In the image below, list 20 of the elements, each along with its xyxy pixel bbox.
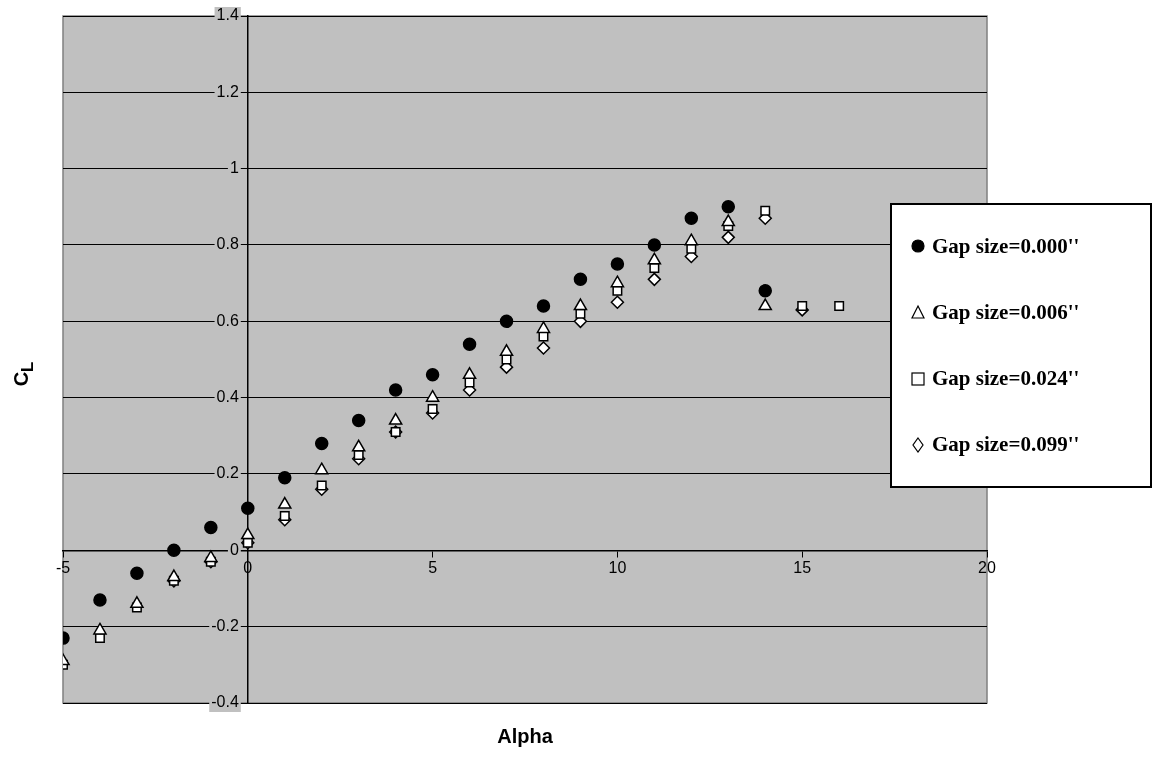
- x-tick-label: 10: [608, 559, 627, 577]
- x-tick-label: 5: [428, 559, 438, 577]
- y-tick-label: 0: [229, 540, 239, 558]
- x-tick-label: 15: [793, 559, 812, 577]
- y-tick-label: 0.4: [216, 388, 239, 406]
- y-tick-label: 1: [229, 159, 239, 177]
- y-tick-label: 0.6: [216, 311, 239, 329]
- x-tick-label: -5: [55, 559, 71, 577]
- x-axis-title: Alpha: [496, 725, 554, 748]
- legend-label: Gap size=0.099'': [932, 432, 1080, 458]
- x-tick-label: 20: [978, 559, 996, 577]
- y-tick-label: -0.4: [211, 693, 239, 711]
- y-tick-label: 1.2: [216, 82, 239, 100]
- y-tick-label: 0.2: [216, 464, 239, 482]
- legend-label: Gap size=0.024'': [932, 366, 1080, 392]
- legend-label: Gap size=0.006'': [932, 299, 1080, 325]
- legend-label: Gap size=0.000'': [932, 233, 1080, 259]
- y-tick-label: 0.8: [216, 235, 239, 253]
- y-tick-label: -0.2: [211, 617, 239, 635]
- y-tick-label: 1.4: [216, 6, 239, 24]
